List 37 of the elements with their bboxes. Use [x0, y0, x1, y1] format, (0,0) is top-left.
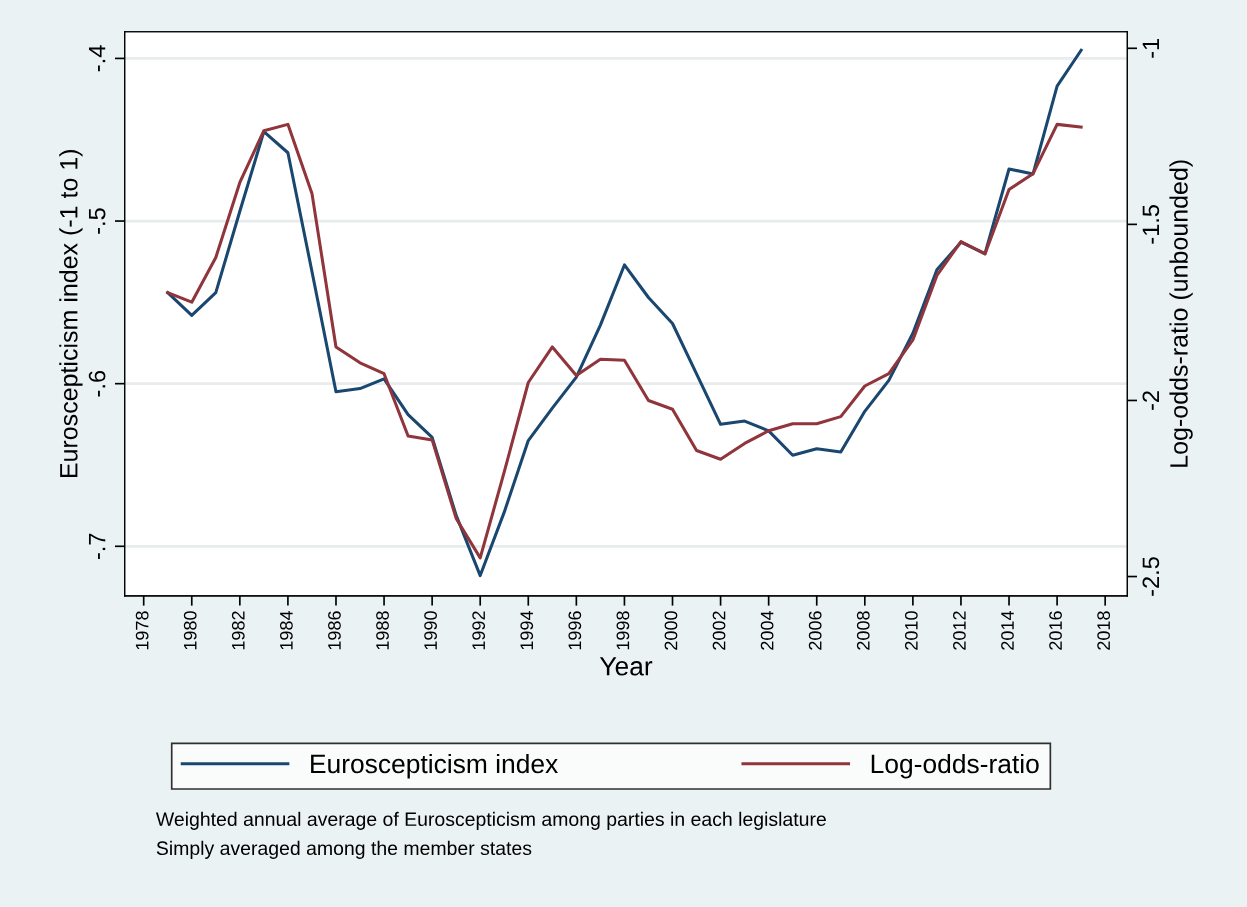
x-tick-label: 1990	[424, 611, 437, 650]
x-tick-label: 1988	[376, 611, 389, 650]
x-tick-label: 2010	[904, 611, 918, 650]
line-series	[166, 122, 1083, 560]
x-tick-label: 2006	[808, 611, 822, 650]
x-tick-label: 2014	[1001, 611, 1014, 650]
x-tick-label: 1994	[520, 611, 534, 650]
x-tick-label: 1978	[135, 611, 149, 650]
x-tick-label: 2002	[712, 611, 726, 650]
y-tick-label: -.4	[88, 45, 106, 72]
text: Simply averaged among the member states	[156, 840, 532, 859]
x-tick-label: 1998	[616, 611, 630, 650]
x-tick-label: 1992	[472, 611, 486, 650]
y-axis-title: Euroscepticism index (-1 to 1)	[59, 150, 83, 478]
y2-tick-label: -2	[1142, 391, 1159, 410]
x-tick-label: 1996	[568, 611, 582, 650]
y-tick-label: -.7	[88, 533, 106, 560]
x-tick-label: 2008	[856, 611, 870, 650]
y2-tick-label: -1	[1142, 38, 1159, 58]
y-tick-label: -.6	[88, 370, 106, 397]
y-tick-label: -.5	[88, 208, 106, 234]
text: Weighted annual average of Euroscepticism among parties in each legislature	[155, 811, 826, 830]
x-tick-label: 1986	[328, 611, 341, 650]
x-tick-label: 1982	[231, 611, 245, 650]
legend-label: Log-odds-ratio	[871, 753, 1039, 779]
y2-axis-title: Log-odds-ratio (unbounded)	[1169, 160, 1193, 467]
legend-label: Euroscepticism index	[311, 753, 558, 779]
x-axis-title: Year	[599, 657, 653, 676]
x-tick-label: 2016	[1049, 611, 1062, 650]
x-tick-label: 2004	[760, 611, 774, 650]
x-tick-label: 2018	[1097, 611, 1111, 650]
x-tick-label: 2000	[664, 611, 678, 650]
x-tick-label: 1980	[183, 611, 197, 650]
x-tick-label: 2012	[953, 611, 966, 650]
x-tick-label: 1984	[279, 611, 293, 650]
y2-tick-label: -2.5	[1142, 557, 1160, 596]
y2-tick-label: -1.5	[1142, 205, 1160, 244]
